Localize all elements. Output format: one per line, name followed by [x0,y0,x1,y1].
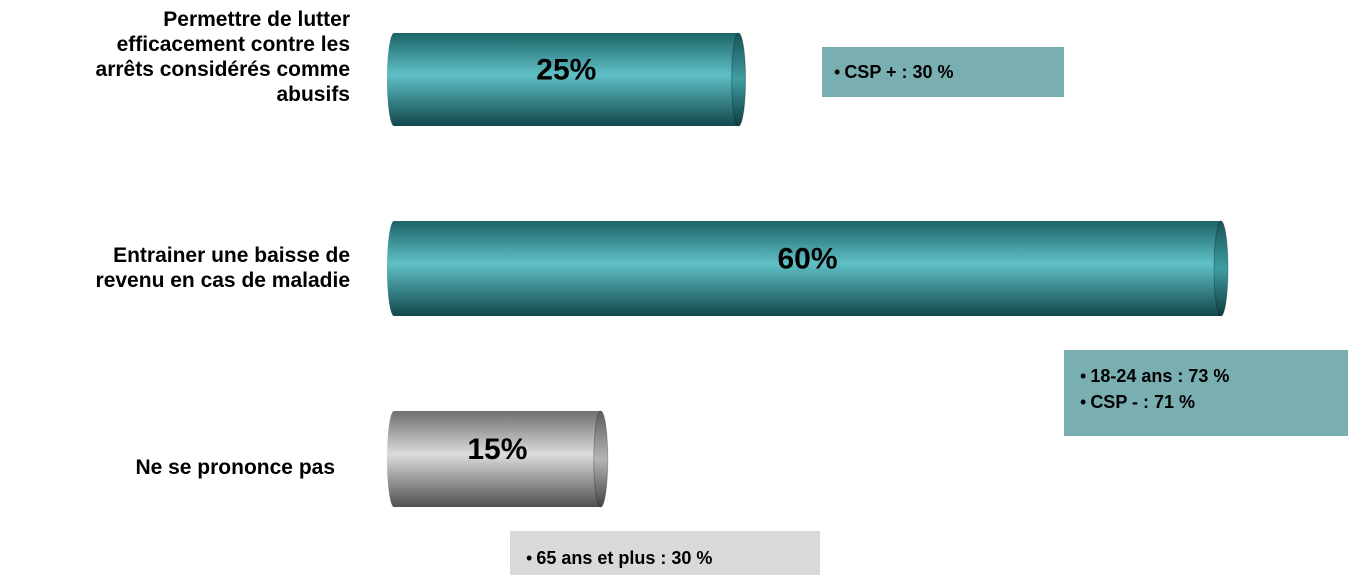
bar-3-value-label: 15% [467,433,527,466]
bar-1 [394,33,739,126]
category-label-2-line-1: Entrainer une baisse de [113,244,350,267]
bullet-icon: • [1080,392,1087,412]
note-line: • CSP - : 71 % [1080,389,1348,415]
category-label-1-line-4: abusifs [276,83,350,106]
bar-3 [394,411,601,507]
bullet-icon: • [1080,366,1087,386]
note-line: • 65 ans et plus : 30 % [526,545,820,571]
bar-3-start-cap [387,411,401,507]
bar-2-start-cap [387,221,401,316]
bullet-icon: • [526,548,533,568]
category-label-1-line-1: Permettre de lutter [163,8,350,31]
category-label-2-line-2: revenu en cas de maladie [95,269,350,292]
note-line: • 18-24 ans : 73 % [1080,363,1348,389]
bar-2-end-cap [1213,220,1229,317]
category-label-1: Permettre de lutter efficacement contre … [20,7,350,107]
note-text: 65 ans et plus : 30 % [536,548,713,568]
bar-1-end-cap [731,32,747,127]
note-text: CSP - : 71 % [1090,392,1196,412]
note-box-csp-plus: • CSP + : 30 % [822,47,1064,97]
note-text: 18-24 ans : 73 % [1090,366,1230,386]
bullet-icon: • [834,62,841,82]
category-label-1-line-3: arrêts considérés comme [95,58,350,81]
bar-1-value-label: 25% [536,53,596,86]
bar-2 [394,221,1221,316]
category-label-3: Ne se prononce pas [20,455,335,480]
bar-3-end-cap [593,410,609,508]
bar-1-start-cap [387,33,401,126]
category-label-3-line-1: Ne se prononce pas [135,456,335,479]
note-text: CSP + : 30 % [844,62,954,82]
category-label-1-line-2: efficacement contre les [116,33,350,56]
note-box-age-csp: • 18-24 ans : 73 % • CSP - : 71 % [1064,350,1348,436]
bar-2-value-label: 60% [777,242,837,275]
note-box-65-plus: • 65 ans et plus : 30 % [510,531,820,575]
category-label-2: Entrainer une baisse de revenu en cas de… [20,243,350,293]
note-line: • CSP + : 30 % [834,59,1064,85]
